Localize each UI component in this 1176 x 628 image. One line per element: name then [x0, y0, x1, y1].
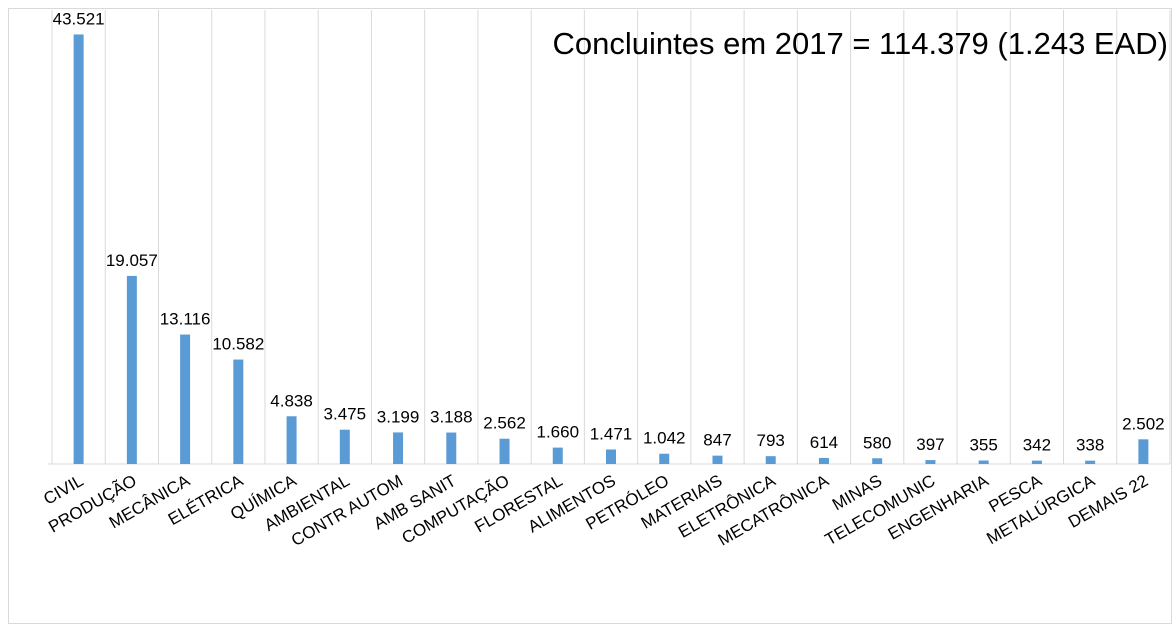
- data-label: 580: [863, 433, 891, 452]
- data-label: 4.838: [270, 391, 313, 410]
- bar-florestal: [552, 447, 563, 464]
- bar-pesca: [1031, 460, 1042, 464]
- bars: [73, 34, 1149, 465]
- bar-mecatrônica: [818, 457, 829, 464]
- bar-mecânica: [180, 334, 191, 464]
- data-label: 1.471: [590, 424, 633, 443]
- data-label: 43.521: [53, 9, 105, 28]
- bar-amb-sanit: [446, 432, 457, 464]
- data-label: 3.199: [377, 407, 420, 426]
- bar-telecomunic: [925, 460, 936, 464]
- bar-engenharia: [978, 460, 989, 464]
- bar-ambiental: [339, 429, 350, 464]
- x-tick-labels: CIVILPRODUÇÃOMECÂNICAELÉTRICAQUÍMICAAMBI…: [40, 471, 1151, 550]
- data-label: 1.660: [536, 423, 579, 442]
- data-label: 1.042: [643, 429, 686, 448]
- data-label: 13.116: [160, 310, 211, 329]
- bar-computação: [499, 438, 510, 464]
- chart-frame: [8, 8, 1172, 624]
- bar-materiais: [712, 455, 723, 464]
- data-label: 19.057: [106, 251, 158, 270]
- chart-title: Concluintes em 2017 = 114.379 (1.243 EAD…: [552, 26, 1168, 61]
- bar-produção: [126, 275, 137, 464]
- bar-química: [286, 416, 297, 464]
- bar-eletrônica: [765, 456, 776, 464]
- data-label: 3.188: [430, 408, 473, 427]
- bar-contr-autom: [393, 432, 404, 464]
- data-label: 342: [1023, 436, 1051, 455]
- gridlines: [51, 10, 1171, 464]
- bar-demais-22: [1138, 439, 1149, 464]
- bar-alimentos: [606, 449, 616, 464]
- data-label: 10.582: [212, 335, 264, 354]
- data-label: 3.475: [324, 405, 367, 424]
- data-label: 793: [757, 431, 785, 450]
- data-label: 2.562: [483, 414, 526, 433]
- data-label: 397: [916, 435, 944, 454]
- bar-elétrica: [233, 359, 244, 464]
- data-label: 355: [969, 435, 997, 454]
- data-label: 614: [810, 433, 838, 452]
- bar-minas: [872, 458, 883, 464]
- data-label: 2.502: [1122, 414, 1165, 433]
- data-label: 338: [1076, 436, 1104, 455]
- bar-petróleo: [659, 453, 670, 464]
- data-label: 847: [703, 431, 731, 450]
- bar-civil: [73, 34, 84, 465]
- bar-metalúrgica: [1085, 460, 1096, 464]
